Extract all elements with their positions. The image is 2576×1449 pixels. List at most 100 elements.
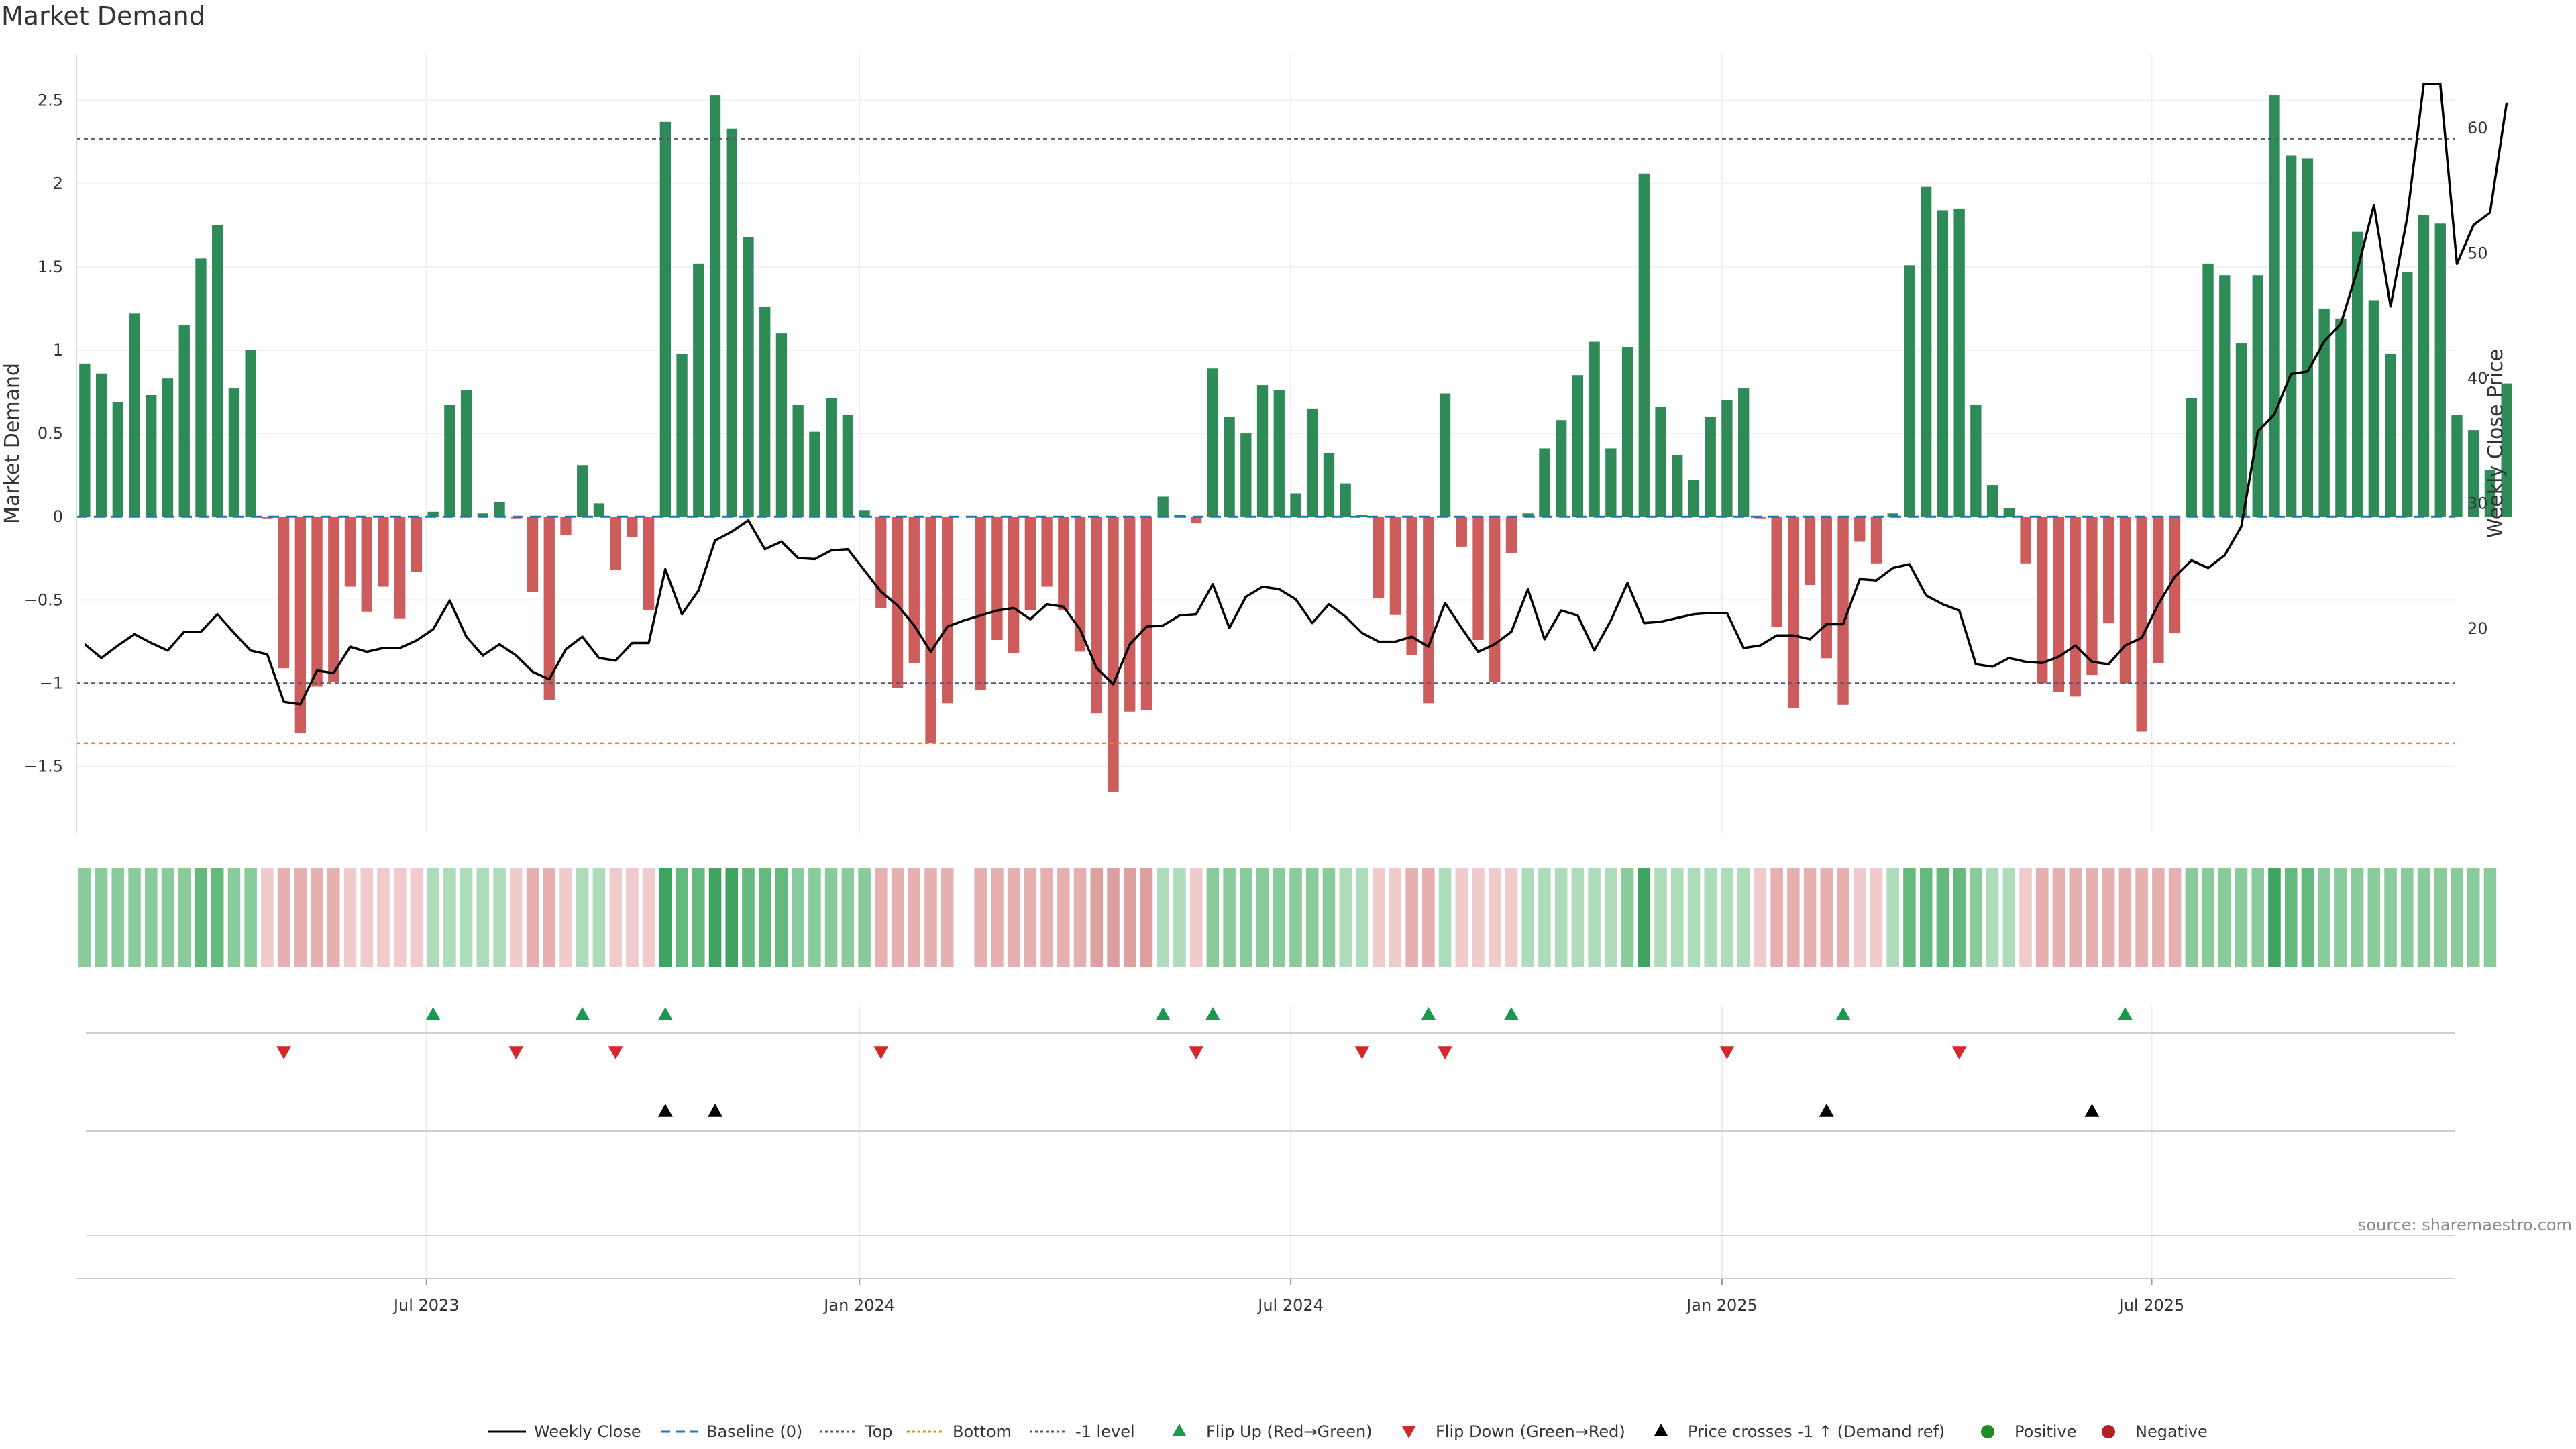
flip-down-marker bbox=[608, 1046, 623, 1059]
demand-bar bbox=[1423, 517, 1434, 704]
heat-cell bbox=[1289, 868, 1302, 967]
heat-cell bbox=[609, 868, 622, 967]
heat-cell bbox=[676, 868, 688, 967]
heat-cell bbox=[841, 868, 855, 967]
legend-item[interactable]: Price crosses -1 ↑ (Demand ref) bbox=[1654, 1422, 1945, 1441]
heat-cell bbox=[1654, 868, 1667, 967]
heat-cell bbox=[2434, 868, 2447, 967]
legend-label: Weekly Close bbox=[534, 1422, 641, 1441]
demand-bar bbox=[1539, 448, 1550, 517]
legend[interactable]: Weekly Close Baseline (0) Top Bottom -1 leve… bbox=[488, 1422, 2208, 1441]
demand-bar bbox=[95, 373, 107, 517]
flip-down-marker bbox=[1719, 1046, 1735, 1059]
legend-item[interactable]: Baseline (0) bbox=[661, 1422, 802, 1441]
demand-bar bbox=[195, 258, 207, 517]
x-tick-label: Jul 2024 bbox=[1256, 1296, 1324, 1315]
legend-item[interactable]: Flip Down (Green→Red) bbox=[1402, 1422, 1625, 1441]
heat-cell bbox=[908, 868, 921, 967]
demand-bar bbox=[1124, 517, 1136, 712]
flip-up-marker bbox=[575, 1007, 590, 1020]
heat-cell bbox=[1372, 868, 1385, 967]
y-tick-label: −1 bbox=[40, 674, 63, 693]
heat-cell bbox=[1073, 868, 1087, 967]
heat-cell bbox=[941, 868, 954, 967]
demand-bar bbox=[1058, 517, 1069, 610]
heat-cell bbox=[145, 868, 158, 967]
heat-cell bbox=[2168, 868, 2182, 967]
heat-cell bbox=[2284, 868, 2298, 967]
demand-bar bbox=[1074, 517, 1086, 652]
heat-cell bbox=[1770, 868, 1783, 967]
legend-item[interactable]: Bottom bbox=[907, 1422, 1012, 1441]
demand-bar bbox=[394, 517, 406, 619]
axes: 2.5 2 1.5 1 0.5 0 −0.5 −1 −1.5 Market Demand 20 30 4… bbox=[1, 54, 2508, 833]
y2-tick-label: 40 bbox=[2467, 369, 2488, 388]
demand-bar bbox=[1472, 517, 1484, 640]
demand-bar bbox=[1522, 513, 1534, 517]
heat-cell bbox=[1737, 868, 1750, 967]
heat-cell bbox=[1721, 868, 1733, 967]
heat-cell bbox=[78, 868, 91, 967]
y-tick-label: −1.5 bbox=[24, 757, 63, 776]
signal-panels bbox=[86, 1007, 2455, 1236]
y-tick-label: 0.5 bbox=[38, 424, 63, 443]
heat-cell bbox=[1256, 868, 1269, 967]
heat-cell bbox=[360, 868, 374, 967]
demand-bar bbox=[262, 517, 273, 519]
demand-bar bbox=[792, 405, 804, 517]
heat-cell bbox=[1356, 868, 1368, 967]
demand-bar bbox=[2186, 398, 2197, 517]
demand-bar bbox=[1589, 341, 1600, 517]
heat-cell bbox=[1107, 868, 1120, 967]
demand-heat-strip bbox=[78, 868, 2497, 967]
source-note: source: sharemaestro.com bbox=[2357, 1216, 2572, 1234]
heat-cell bbox=[559, 868, 572, 967]
legend-item[interactable]: Negative bbox=[2102, 1422, 2208, 1441]
demand-bar bbox=[1887, 513, 1898, 517]
flip-up-marker bbox=[1503, 1007, 1519, 1020]
gridlines bbox=[76, 54, 2455, 1279]
legend-triangle-down-swatch bbox=[1402, 1426, 1415, 1438]
heat-cell bbox=[2334, 868, 2347, 967]
heat-cell bbox=[2152, 868, 2165, 967]
demand-bar bbox=[2434, 223, 2446, 517]
flip-down-marker bbox=[1189, 1046, 1204, 1059]
heat-cell bbox=[410, 868, 423, 967]
demand-bar bbox=[1489, 517, 1501, 682]
demand-bar bbox=[1439, 393, 1451, 517]
flip-up-marker bbox=[2117, 1007, 2133, 1020]
heat-cell bbox=[195, 868, 207, 967]
x-tick-label: Jan 2024 bbox=[822, 1296, 895, 1315]
heat-cell bbox=[1040, 868, 1053, 967]
demand-bar bbox=[892, 517, 904, 688]
heat-cell bbox=[1837, 868, 1849, 967]
flip-up-marker bbox=[1155, 1007, 1171, 1020]
legend-item[interactable]: Positive bbox=[1981, 1422, 2077, 1441]
heat-cell bbox=[1206, 868, 1220, 967]
demand-bar bbox=[1688, 480, 1700, 517]
heat-cell bbox=[1621, 868, 1634, 967]
legend-item[interactable]: Top bbox=[820, 1422, 893, 1441]
legend-triangle-up-swatch bbox=[1654, 1424, 1668, 1436]
heat-cell bbox=[2367, 868, 2381, 967]
demand-bar bbox=[2351, 231, 2363, 517]
heat-cell bbox=[1488, 868, 1501, 967]
legend-item[interactable]: -1 level bbox=[1030, 1422, 1135, 1441]
demand-bar bbox=[859, 510, 870, 517]
demand-bar bbox=[2318, 308, 2330, 517]
demand-bar bbox=[1307, 408, 1318, 517]
demand-bar bbox=[129, 313, 140, 517]
heat-cell bbox=[974, 868, 987, 967]
heat-cell bbox=[592, 868, 606, 967]
demand-bar bbox=[560, 517, 572, 535]
heat-cell bbox=[2135, 868, 2148, 967]
heat-cell bbox=[1157, 868, 1169, 967]
demand-bar bbox=[1323, 453, 1335, 517]
legend-item[interactable]: Flip Up (Red→Green) bbox=[1173, 1422, 1373, 1441]
reference-lines bbox=[76, 138, 2455, 745]
legend-item[interactable]: Weekly Close bbox=[488, 1422, 641, 1441]
demand-bar bbox=[1904, 265, 1915, 517]
demand-bar bbox=[2020, 517, 2031, 564]
demand-bar bbox=[1108, 517, 1119, 792]
demand-bar bbox=[2286, 155, 2297, 517]
